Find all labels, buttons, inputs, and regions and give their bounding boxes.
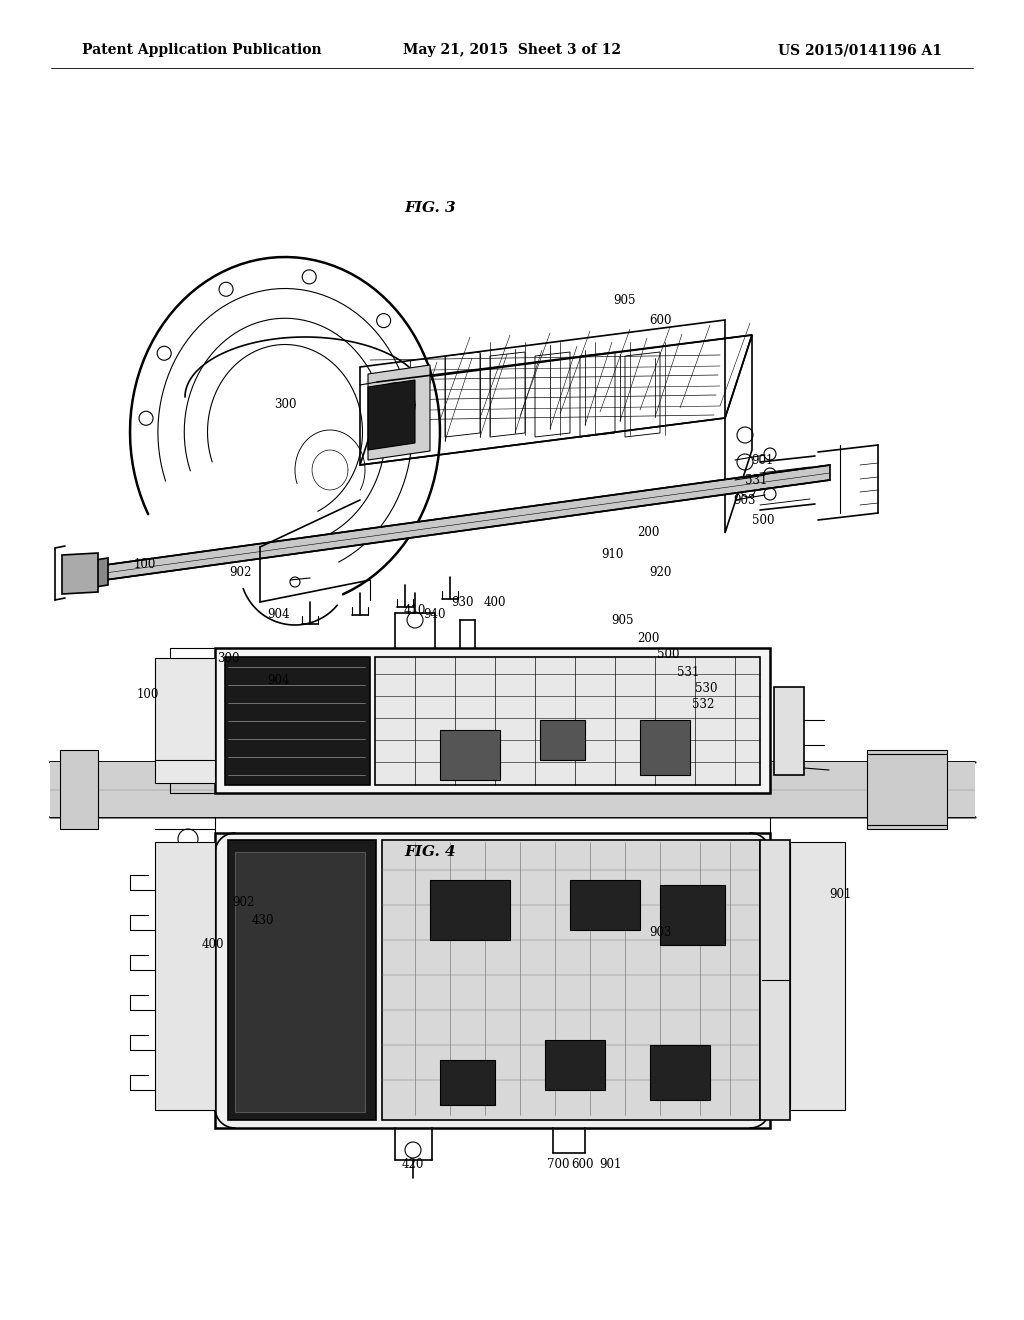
Text: FIG. 3: FIG. 3 (404, 201, 456, 215)
Text: 430: 430 (252, 913, 274, 927)
Text: 903: 903 (649, 925, 672, 939)
Text: 901: 901 (599, 1159, 622, 1172)
Bar (155, 657, 215, 783)
Text: 410: 410 (403, 603, 426, 616)
Polygon shape (368, 366, 430, 459)
Text: 530: 530 (694, 681, 717, 694)
Text: 904: 904 (266, 607, 289, 620)
Text: 300: 300 (217, 652, 240, 664)
Bar (774, 686, 804, 775)
Text: 904: 904 (266, 673, 289, 686)
Text: 500: 500 (752, 513, 774, 527)
Bar (225, 657, 370, 785)
Text: 700: 700 (547, 1159, 569, 1172)
Text: 905: 905 (610, 614, 633, 627)
Bar (50, 762, 975, 817)
Text: 902: 902 (231, 895, 254, 908)
Text: 930: 930 (451, 595, 473, 609)
Text: 902: 902 (228, 565, 251, 578)
Bar (60, 750, 98, 829)
Text: May 21, 2015  Sheet 3 of 12: May 21, 2015 Sheet 3 of 12 (403, 44, 621, 57)
Text: 400: 400 (202, 939, 224, 952)
Text: 910: 910 (601, 549, 624, 561)
Bar (440, 1060, 495, 1105)
Bar (570, 880, 640, 931)
Bar (440, 730, 500, 780)
Text: Patent Application Publication: Patent Application Publication (82, 44, 322, 57)
Polygon shape (105, 465, 830, 579)
Bar (215, 833, 770, 1129)
Text: 200: 200 (637, 527, 659, 540)
Text: 531: 531 (744, 474, 767, 487)
Text: 903: 903 (734, 494, 757, 507)
Text: 901: 901 (751, 454, 773, 466)
Text: 901: 901 (828, 888, 851, 902)
Bar (545, 1040, 605, 1090)
Text: 420: 420 (401, 1159, 424, 1172)
Text: US 2015/0141196 A1: US 2015/0141196 A1 (778, 44, 942, 57)
Polygon shape (95, 558, 108, 587)
Bar (640, 719, 690, 775)
Text: FIG. 4: FIG. 4 (404, 845, 456, 859)
Bar (430, 880, 510, 940)
Bar (867, 750, 947, 829)
Bar (660, 884, 725, 945)
Bar (155, 842, 215, 1110)
Bar (228, 840, 376, 1119)
Bar (760, 840, 790, 1119)
Text: 500: 500 (656, 648, 679, 661)
Text: 940: 940 (424, 609, 446, 622)
Text: 100: 100 (137, 689, 159, 701)
Text: 300: 300 (273, 399, 296, 412)
Text: 600: 600 (649, 314, 672, 326)
Bar (790, 842, 845, 1110)
Bar (234, 851, 365, 1111)
Polygon shape (62, 553, 98, 594)
Text: 200: 200 (637, 631, 659, 644)
Bar (215, 648, 770, 793)
Text: 400: 400 (483, 595, 506, 609)
Text: 905: 905 (613, 293, 636, 306)
Text: 532: 532 (692, 698, 714, 711)
Text: 920: 920 (649, 565, 671, 578)
Bar (650, 1045, 710, 1100)
Bar (540, 719, 585, 760)
Text: 600: 600 (570, 1159, 593, 1172)
Polygon shape (368, 380, 415, 450)
Text: 531: 531 (677, 665, 699, 678)
Bar (382, 840, 760, 1119)
Bar (375, 657, 760, 785)
Text: 100: 100 (134, 557, 157, 570)
